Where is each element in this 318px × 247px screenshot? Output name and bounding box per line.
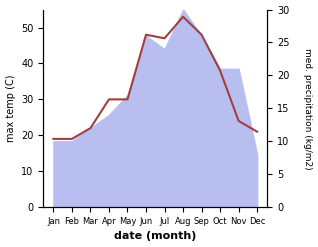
Y-axis label: med. precipitation (kg/m2): med. precipitation (kg/m2) <box>303 48 313 169</box>
X-axis label: date (month): date (month) <box>114 231 197 242</box>
Y-axis label: max temp (C): max temp (C) <box>5 75 16 142</box>
